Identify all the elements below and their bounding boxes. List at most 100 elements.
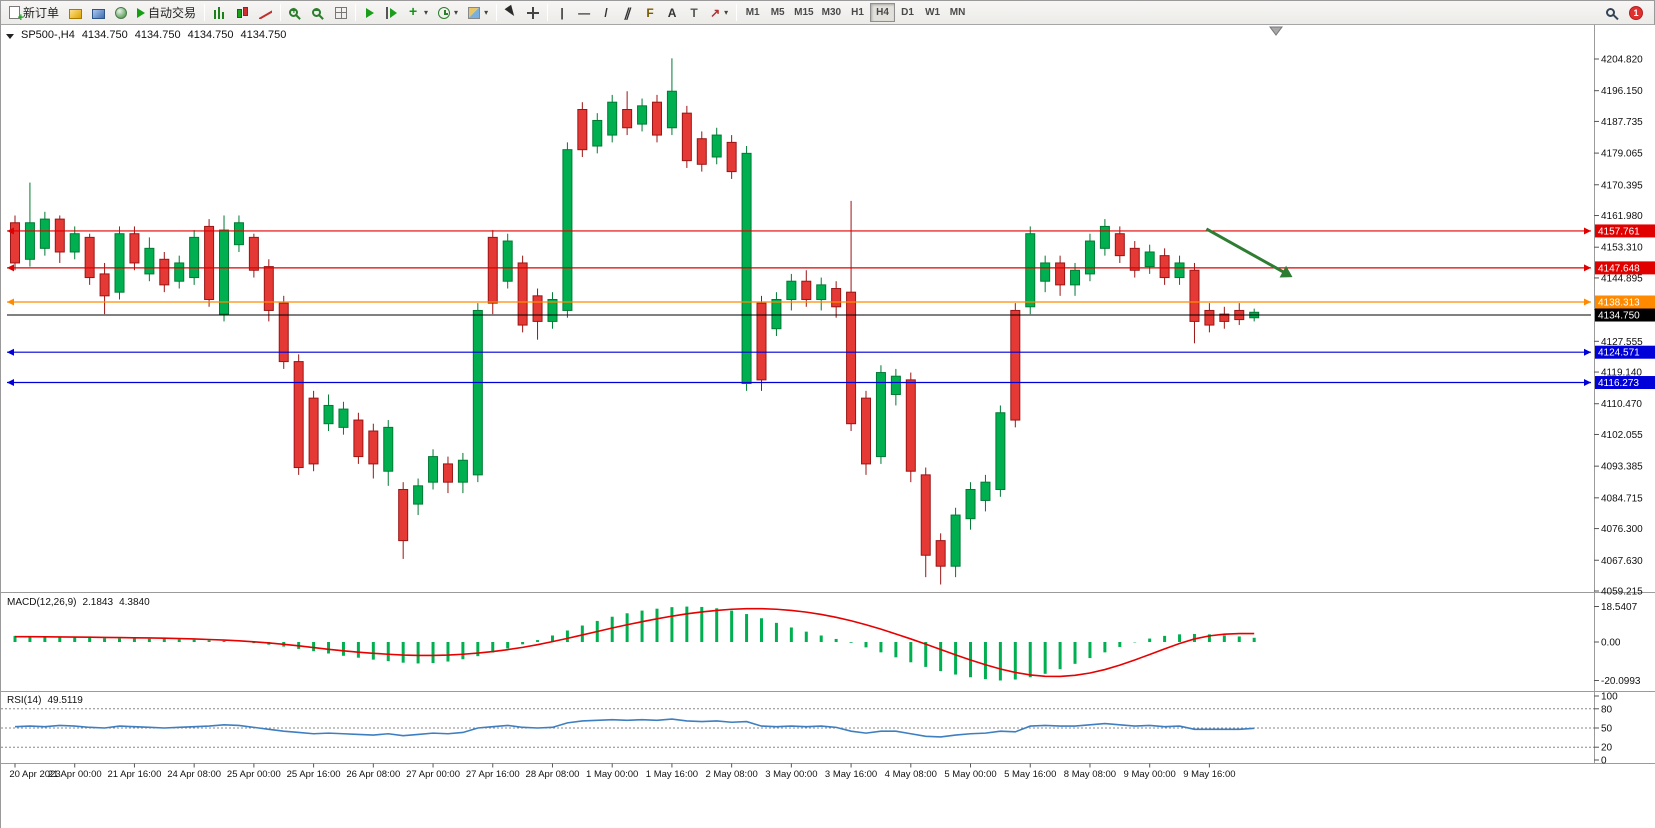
candle-body <box>487 236 498 304</box>
price-tick-label: 4067.630 <box>1601 556 1643 567</box>
price-tick-label: 4196.150 <box>1601 86 1643 97</box>
timeframe-button-M30[interactable]: M30 <box>821 7 842 18</box>
candlestick-icon <box>236 6 249 19</box>
candle-body <box>114 233 125 293</box>
rsi-value: 49.5119 <box>47 695 83 706</box>
timeframe-button-H1[interactable]: H1 <box>851 7 864 18</box>
candle-body <box>831 288 842 308</box>
chart-shift-button[interactable] <box>381 2 403 23</box>
time-label: 5 May 16:00 <box>1004 769 1056 780</box>
candlestick-chart-button[interactable] <box>231 2 254 23</box>
new-order-button[interactable]: 新订单 <box>4 2 64 24</box>
candle-body <box>323 404 334 425</box>
collapse-triangle-icon[interactable] <box>6 33 14 39</box>
periods-button[interactable] <box>433 2 463 23</box>
candle-body <box>861 397 872 465</box>
timeframe-button-M1[interactable]: M1 <box>745 7 760 18</box>
toolbar-separator <box>355 4 357 21</box>
price-label-text: 4157.761 <box>1598 226 1640 237</box>
candle-body <box>442 463 453 483</box>
timeframe-button-M15[interactable]: M15 <box>794 7 814 18</box>
line-chart-button[interactable] <box>254 2 277 23</box>
bar-chart-icon <box>213 6 227 19</box>
candle-body <box>562 149 573 311</box>
line-chart-icon <box>259 7 272 19</box>
trend-arrow-head <box>1279 265 1293 278</box>
rsi-axis-label: 100 <box>1601 692 1618 703</box>
new-order-label: 新订单 <box>23 6 60 20</box>
line-left-arrow-icon <box>7 348 14 356</box>
price-tick-label: 4076.300 <box>1601 524 1643 535</box>
rsi-label: RSI(14) 49.5119 <box>7 695 83 706</box>
data-window-button[interactable] <box>87 2 110 23</box>
fibonacci-icon <box>646 6 653 20</box>
line-left-arrow-icon <box>7 264 14 272</box>
timeframe-button-M5[interactable]: M5 <box>770 7 785 18</box>
rsi-name: RSI(14) <box>7 695 42 706</box>
text-button[interactable] <box>661 2 683 23</box>
time-label: 3 May 00:00 <box>765 769 817 780</box>
price-tick-label: 4119.140 <box>1601 368 1642 379</box>
fibonacci-button[interactable] <box>639 2 661 23</box>
tile-windows-button[interactable] <box>330 2 352 23</box>
timeframe-button-H4[interactable]: H4 <box>870 3 896 22</box>
navigator-button[interactable] <box>110 2 132 23</box>
indicators-button[interactable] <box>403 2 433 23</box>
bar-chart-button[interactable] <box>208 2 231 23</box>
candle-body <box>950 514 961 567</box>
candle-body <box>1055 262 1066 286</box>
trendline-button[interactable] <box>595 2 617 23</box>
timeframe-button-D1[interactable]: D1 <box>901 7 914 18</box>
candle-body <box>517 262 528 326</box>
templates-icon <box>468 6 481 19</box>
vertical-line-icon <box>560 6 563 20</box>
candle-body <box>1084 240 1095 275</box>
cursor-button[interactable] <box>500 2 522 23</box>
trend-arrow-line[interactable] <box>1205 227 1287 275</box>
auto-trading-button[interactable]: 自动交易 <box>132 2 201 23</box>
search-button[interactable] <box>1599 2 1621 23</box>
chart-canvas[interactable]: 4204.820 4196.150 4187.735 4179.065 4170.395… <box>1 25 1655 828</box>
zoom-in-button[interactable] <box>284 2 307 23</box>
price-axis[interactable] <box>1595 25 1655 764</box>
zoom-out-icon <box>312 5 322 17</box>
candle-body <box>1189 269 1200 322</box>
candle-body <box>24 222 35 260</box>
time-label: 25 Apr 16:00 <box>287 769 341 780</box>
candle-body <box>980 481 991 501</box>
notification-badge[interactable]: 1 <box>1629 5 1643 20</box>
candle-body <box>1099 225 1110 249</box>
auto-scroll-button[interactable] <box>359 2 381 23</box>
market-watch-button[interactable] <box>64 2 87 23</box>
candle-body <box>84 236 95 279</box>
price-label-badge <box>1595 308 1655 322</box>
templates-button[interactable] <box>463 2 493 23</box>
vertical-line-button[interactable] <box>551 2 573 23</box>
time-label: 28 Apr 08:00 <box>526 769 580 780</box>
horizontal-line-button[interactable] <box>573 2 595 23</box>
candle-body <box>756 302 767 381</box>
time-axis[interactable] <box>1 764 1655 784</box>
channel-button[interactable] <box>617 2 639 23</box>
arrows-button[interactable] <box>705 2 733 23</box>
price-tick-label: 4161.980 <box>1601 211 1643 222</box>
line-right-arrow-icon <box>1584 348 1591 356</box>
rsi-axis-label: 80 <box>1601 704 1613 715</box>
candle-body <box>472 309 483 476</box>
text-label-button[interactable] <box>683 2 705 23</box>
candle-body <box>159 258 170 286</box>
timeframe-button-MN[interactable]: MN <box>949 7 966 18</box>
candle-body <box>1174 262 1185 279</box>
candle-body <box>144 247 155 275</box>
timeframe-button-W1[interactable]: W1 <box>925 7 941 18</box>
price-tick-label: 4110.470 <box>1601 399 1642 410</box>
chart-shift-marker[interactable] <box>1269 26 1283 36</box>
zoom-out-button[interactable] <box>307 2 330 23</box>
crosshair-button[interactable] <box>522 2 544 23</box>
candle-body <box>368 430 379 465</box>
candle-body <box>622 108 633 129</box>
candle-body <box>1010 309 1021 421</box>
search-icon <box>1605 8 1615 17</box>
time-label: 4 May 08:00 <box>885 769 937 780</box>
